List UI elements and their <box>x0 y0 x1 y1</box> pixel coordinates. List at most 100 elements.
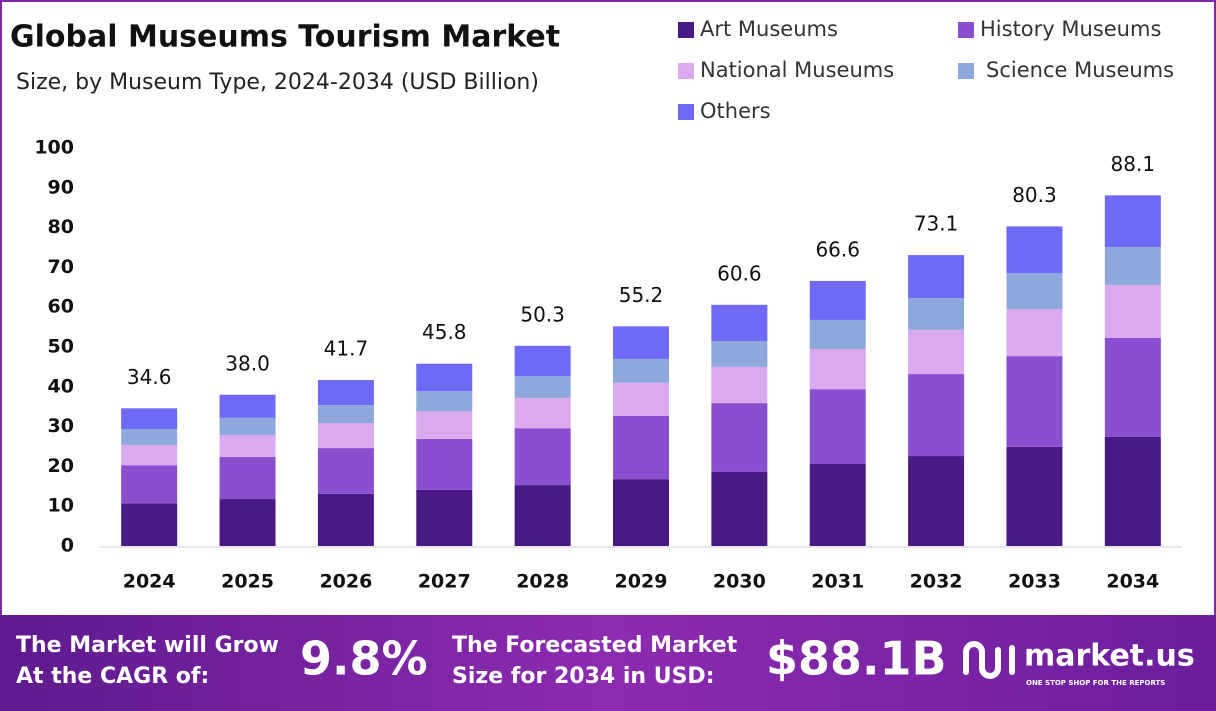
bar-segment <box>711 403 768 472</box>
bar-segment <box>711 341 768 367</box>
bar-segment <box>121 408 178 429</box>
x-tick-label: 2027 <box>418 571 471 593</box>
total-label: 45.8 <box>422 320 467 344</box>
bar-segment <box>809 464 866 546</box>
total-label: 80.3 <box>1012 183 1057 207</box>
bar-segment <box>219 499 276 546</box>
legend-swatch <box>958 22 974 38</box>
y-tick-label: 90 <box>48 176 74 198</box>
bar-segment <box>317 423 374 449</box>
y-tick-label: 70 <box>48 256 74 278</box>
legend-swatch <box>678 104 694 120</box>
y-tick-label: 60 <box>48 296 74 318</box>
legend-label: Others <box>700 99 771 123</box>
x-tick-label: 2032 <box>910 571 963 593</box>
bar-segment <box>416 438 473 490</box>
bar-segment <box>514 397 571 429</box>
bar-segment <box>121 503 178 546</box>
bar-segment <box>219 434 276 457</box>
bar-segment <box>416 411 473 439</box>
bar-segment <box>1006 309 1063 357</box>
bar-segment <box>514 376 571 398</box>
bar-segment <box>219 417 276 435</box>
bar-segment <box>317 448 374 494</box>
bar-segment <box>613 358 669 383</box>
y-tick-label: 30 <box>48 415 74 437</box>
bar-segment <box>809 319 866 349</box>
x-tick-label: 2024 <box>123 571 176 593</box>
x-tick-label: 2026 <box>319 571 372 593</box>
legend-swatch <box>678 22 694 38</box>
cagr-text: The Market will Grow <box>16 633 279 658</box>
total-label: 55.2 <box>619 283 664 307</box>
bar-segment <box>908 456 965 546</box>
bar-segment <box>809 348 866 390</box>
bar-segment <box>809 389 866 465</box>
forecast-text: Size for 2034 in USD: <box>452 664 715 689</box>
bar-segment <box>121 465 178 504</box>
bar-segment <box>1104 284 1161 338</box>
legend-label: History Museums <box>980 17 1161 41</box>
bar-segment <box>317 493 374 546</box>
legend-label: Art Museums <box>700 17 838 41</box>
y-tick-label: 80 <box>48 216 74 238</box>
bar-segment <box>613 382 669 416</box>
x-tick-label: 2033 <box>1008 571 1061 593</box>
bar-segment <box>514 428 571 486</box>
total-label: 50.3 <box>520 302 565 326</box>
x-tick-label: 2025 <box>221 571 274 593</box>
brand: market.us <box>1024 639 1195 674</box>
bar-segment <box>514 345 571 377</box>
bar-segment <box>908 374 965 457</box>
total-label: 60.6 <box>717 261 762 285</box>
forecast-value: $88.1B <box>766 632 947 686</box>
bar-segment <box>1104 247 1161 285</box>
bar-segment <box>121 428 178 445</box>
legend-label: Science Museums <box>986 58 1174 82</box>
bar-segment <box>711 304 768 342</box>
x-tick-label: 2029 <box>615 571 668 593</box>
bar-segment <box>711 471 768 546</box>
y-tick-label: 100 <box>34 137 74 159</box>
bar-segment <box>1006 272 1063 310</box>
bar-segment <box>317 380 374 406</box>
bar-segment <box>908 298 965 330</box>
bar-segment <box>514 485 571 546</box>
y-tick-label: 0 <box>61 535 74 557</box>
x-tick-label: 2030 <box>713 571 766 593</box>
bar-segment <box>416 363 473 392</box>
cagr-text: At the CAGR of: <box>16 664 209 689</box>
bar-segment <box>1006 446 1063 546</box>
total-label: 88.1 <box>1111 152 1156 176</box>
legend-swatch <box>678 63 694 79</box>
bar-segment <box>317 405 374 424</box>
legend-swatch <box>958 63 974 79</box>
total-label: 41.7 <box>324 337 369 361</box>
bar-segment <box>1104 337 1161 437</box>
chart-title: Global Museums Tourism Market <box>10 20 560 55</box>
bar-segment <box>121 444 178 466</box>
y-tick-label: 40 <box>48 375 74 397</box>
total-label: 38.0 <box>225 351 270 375</box>
bar-segment <box>1104 436 1161 546</box>
forecast-text: The Forecasted Market <box>452 633 738 658</box>
bar-segment <box>711 366 768 404</box>
bar-segment <box>416 391 473 412</box>
total-label: 66.6 <box>815 237 860 261</box>
bar-segment <box>219 394 276 418</box>
x-tick-label: 2028 <box>516 571 569 593</box>
bar-segment <box>219 456 276 500</box>
bar-segment <box>1006 226 1063 273</box>
bar-segment <box>613 326 669 359</box>
cagr-value: 9.8% <box>300 632 428 686</box>
bar-segment <box>908 329 965 375</box>
bar-segment <box>613 479 669 546</box>
bar-segment <box>809 280 866 320</box>
bar-segment <box>1104 195 1161 248</box>
tagline: ONE STOP SHOP FOR THE REPORTS <box>1026 679 1165 687</box>
x-tick-label: 2031 <box>811 571 864 593</box>
bar-segment <box>1006 356 1063 447</box>
y-tick-label: 20 <box>48 455 74 477</box>
chart-subtitle: Size, by Museum Type, 2024-2034 (USD Bil… <box>16 70 539 95</box>
legend-label: National Museums <box>700 58 894 82</box>
